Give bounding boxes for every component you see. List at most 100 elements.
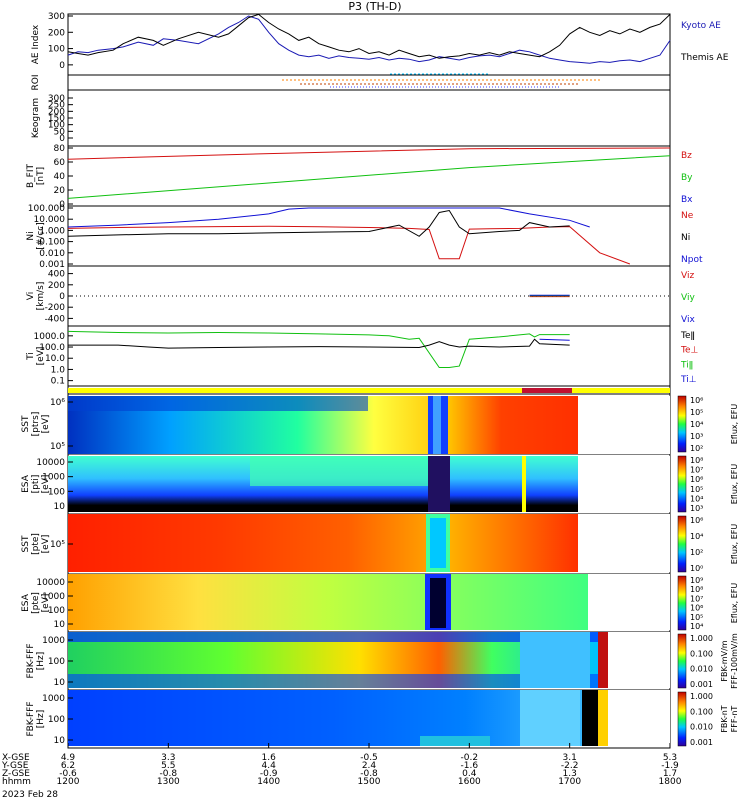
- colorbar-label-fbk_fff1: FFF-100mV/m: [730, 633, 739, 689]
- ytick-label-fbk_fff1: 100: [48, 657, 65, 667]
- ylabel-keogram: Keogram: [31, 98, 41, 138]
- ytick-label-ni: 100.000: [28, 204, 65, 214]
- ytick-label-esa_pe: 1000: [42, 592, 65, 602]
- colorbar-tick-sst_pe: 10²: [690, 548, 703, 557]
- colorbar-tick-sst_pi: 10²: [690, 444, 703, 453]
- ylabel-fbk_fff2: FBK-FFF: [26, 701, 36, 736]
- time-axis-tick-hhmm: 1200: [57, 777, 80, 787]
- ytick-label-keogram: 100: [48, 121, 65, 131]
- colorbar-tick-fbk_fff1: 0.001: [690, 680, 713, 689]
- ytick-label-esa_pi: 100: [48, 487, 65, 497]
- colorbar-sst_pe: [677, 515, 687, 573]
- panel-frame-ni: [67, 205, 671, 267]
- colorbar-tick-esa_pi: 10⁵: [690, 485, 703, 494]
- ylabel-vi: [km/s]: [36, 282, 46, 311]
- date-label: 2023 Feb 28: [2, 790, 58, 800]
- ytick-label-keogram: 300: [48, 94, 65, 104]
- ytick-label-ae: 300: [48, 12, 65, 22]
- ytick-label-ae: 200: [48, 28, 65, 38]
- time-axis-tick-hhmm: 1600: [458, 777, 481, 787]
- ylabel-fbk_fff2: [Hz]: [36, 710, 46, 729]
- colorbar-tick-esa_pi: 10³: [690, 504, 703, 513]
- colorbar-fbk_fff2: [677, 691, 687, 747]
- legend-ti-1: Te⊥: [680, 346, 699, 356]
- colorbar-tick-fbk_fff1: 0.010: [690, 665, 713, 674]
- colorbar-label-esa_pi: Eflux, EFU: [730, 464, 739, 505]
- time-axis-tick-z_gse: 0.4: [462, 769, 477, 779]
- time-axis-tick-x_gse: 1.6: [262, 753, 277, 763]
- colorbar-label-sst_pi: Eflux, EFU: [730, 404, 739, 445]
- time-axis-tick-hhmm: 1700: [558, 777, 581, 787]
- series-ti-1: [68, 338, 570, 349]
- ytick-label-esa_pe: 100: [48, 606, 65, 616]
- colorbar-tick-esa_pe: 10⁸: [690, 585, 703, 594]
- ytick-label-sst_pi: 10⁵: [50, 442, 65, 452]
- colorbar-tick-sst_pe: 10⁴: [690, 532, 703, 541]
- colorbar-tick-fbk_fff2: 1.000: [690, 692, 713, 701]
- time-axis-tick-x_gse: 5.3: [663, 753, 677, 763]
- roi-marks: [282, 73, 600, 88]
- legend-ni-2: Npot: [681, 255, 703, 265]
- ytick-label-esa_pe: 10000: [36, 578, 65, 588]
- ytick-label-esa_pi: 10000: [36, 458, 65, 468]
- legend-vi-2: Vix: [681, 315, 695, 325]
- legend-bfit-1: By: [681, 173, 693, 183]
- status-bar-red: [522, 388, 572, 393]
- legend-ae-0: Kyoto AE: [681, 21, 721, 31]
- panel-frame-bfit: [67, 145, 671, 207]
- ytick-label-keogram: 0: [59, 134, 65, 144]
- ytick-label-vi: -200: [45, 303, 66, 313]
- colorbar-tick-sst_pi: 10⁶: [690, 396, 703, 405]
- time-axis-tick-y_gse: 5.5: [161, 761, 175, 771]
- sst-pe-spectrogram: [68, 514, 578, 572]
- colorbar-tick-esa_pe: 10⁶: [690, 604, 703, 613]
- ytick-label-sst_pi: 10⁶: [50, 398, 65, 408]
- ytick-label-keogram: 150: [48, 114, 65, 124]
- fbk-fff-2-spectrogram: [68, 690, 598, 746]
- ylabel-esa_pi: [pti]: [31, 475, 41, 494]
- ytick-label-fbk_fff2: 1000: [42, 694, 65, 704]
- series-ti-2: [539, 338, 570, 341]
- time-axis-tick-x_gse: -0.5: [360, 753, 378, 763]
- ylabel-sst_pi: [ptrs]: [31, 412, 41, 437]
- time-axis-row-label: Z-GSE: [2, 769, 30, 779]
- colorbar-tick-sst_pe: 10⁰: [690, 564, 703, 573]
- colorbar-tick-sst_pi: 10³: [690, 432, 703, 441]
- time-axis-tick-x_gse: -0.2: [461, 753, 479, 763]
- ytick-label-bfit: 60: [54, 158, 66, 168]
- ytick-label-fbk_fff2: 100: [48, 715, 65, 725]
- legend-vi-1: Viy: [681, 293, 695, 303]
- time-axis-tick-y_gse: 6.2: [61, 761, 75, 771]
- ytick-label-keogram: 250: [48, 101, 65, 111]
- series-ae-1: [67, 13, 671, 59]
- panel-frame-roi: [67, 74, 671, 91]
- colorbar-tick-fbk_fff2: 0.010: [690, 723, 713, 732]
- ytick-label-vi: -400: [45, 314, 66, 324]
- ylabel-esa_pi: ESA: [21, 474, 31, 493]
- ytick-label-esa_pi: 1000: [42, 473, 65, 483]
- time-axis-tick-z_gse: -0.8: [360, 769, 378, 779]
- time-axis-row-label: hhmm: [2, 777, 31, 787]
- ylabel-esa_pe: ESA: [21, 593, 31, 612]
- ylabel-fbk_fff1: FBK-FFF: [26, 643, 36, 678]
- ytick-label-ae: 0: [59, 61, 65, 71]
- time-axis-tick-z_gse: -0.6: [59, 769, 77, 779]
- ytick-label-fbk_fff1: 10: [54, 678, 66, 688]
- ylabel-ti: [eV]: [36, 347, 46, 366]
- colorbar-sst_pi: [677, 395, 687, 453]
- legend-vi-0: Viz: [681, 271, 694, 281]
- ytick-label-ae: 100: [48, 45, 65, 55]
- chart-title: P3 (TH-D): [348, 0, 401, 13]
- ytick-label-ti: 1000.0: [34, 332, 66, 342]
- ytick-label-bfit: 0: [59, 200, 65, 210]
- ytick-label-fbk_fff2: 10: [54, 736, 66, 746]
- ylabel-roi: ROI: [31, 75, 41, 91]
- ytick-label-vi: 200: [48, 281, 65, 291]
- time-axis-tick-x_gse: 3.3: [161, 753, 175, 763]
- time-axis-row-label: X-GSE: [2, 753, 30, 763]
- ylabel-esa_pe: [pte]: [31, 592, 41, 614]
- ytick-label-ti: 10.0: [45, 354, 65, 364]
- series-ti-0: [67, 330, 570, 368]
- panel-frame-ae: [67, 13, 671, 76]
- time-axis-tick-y_gse: -2.2: [561, 761, 579, 771]
